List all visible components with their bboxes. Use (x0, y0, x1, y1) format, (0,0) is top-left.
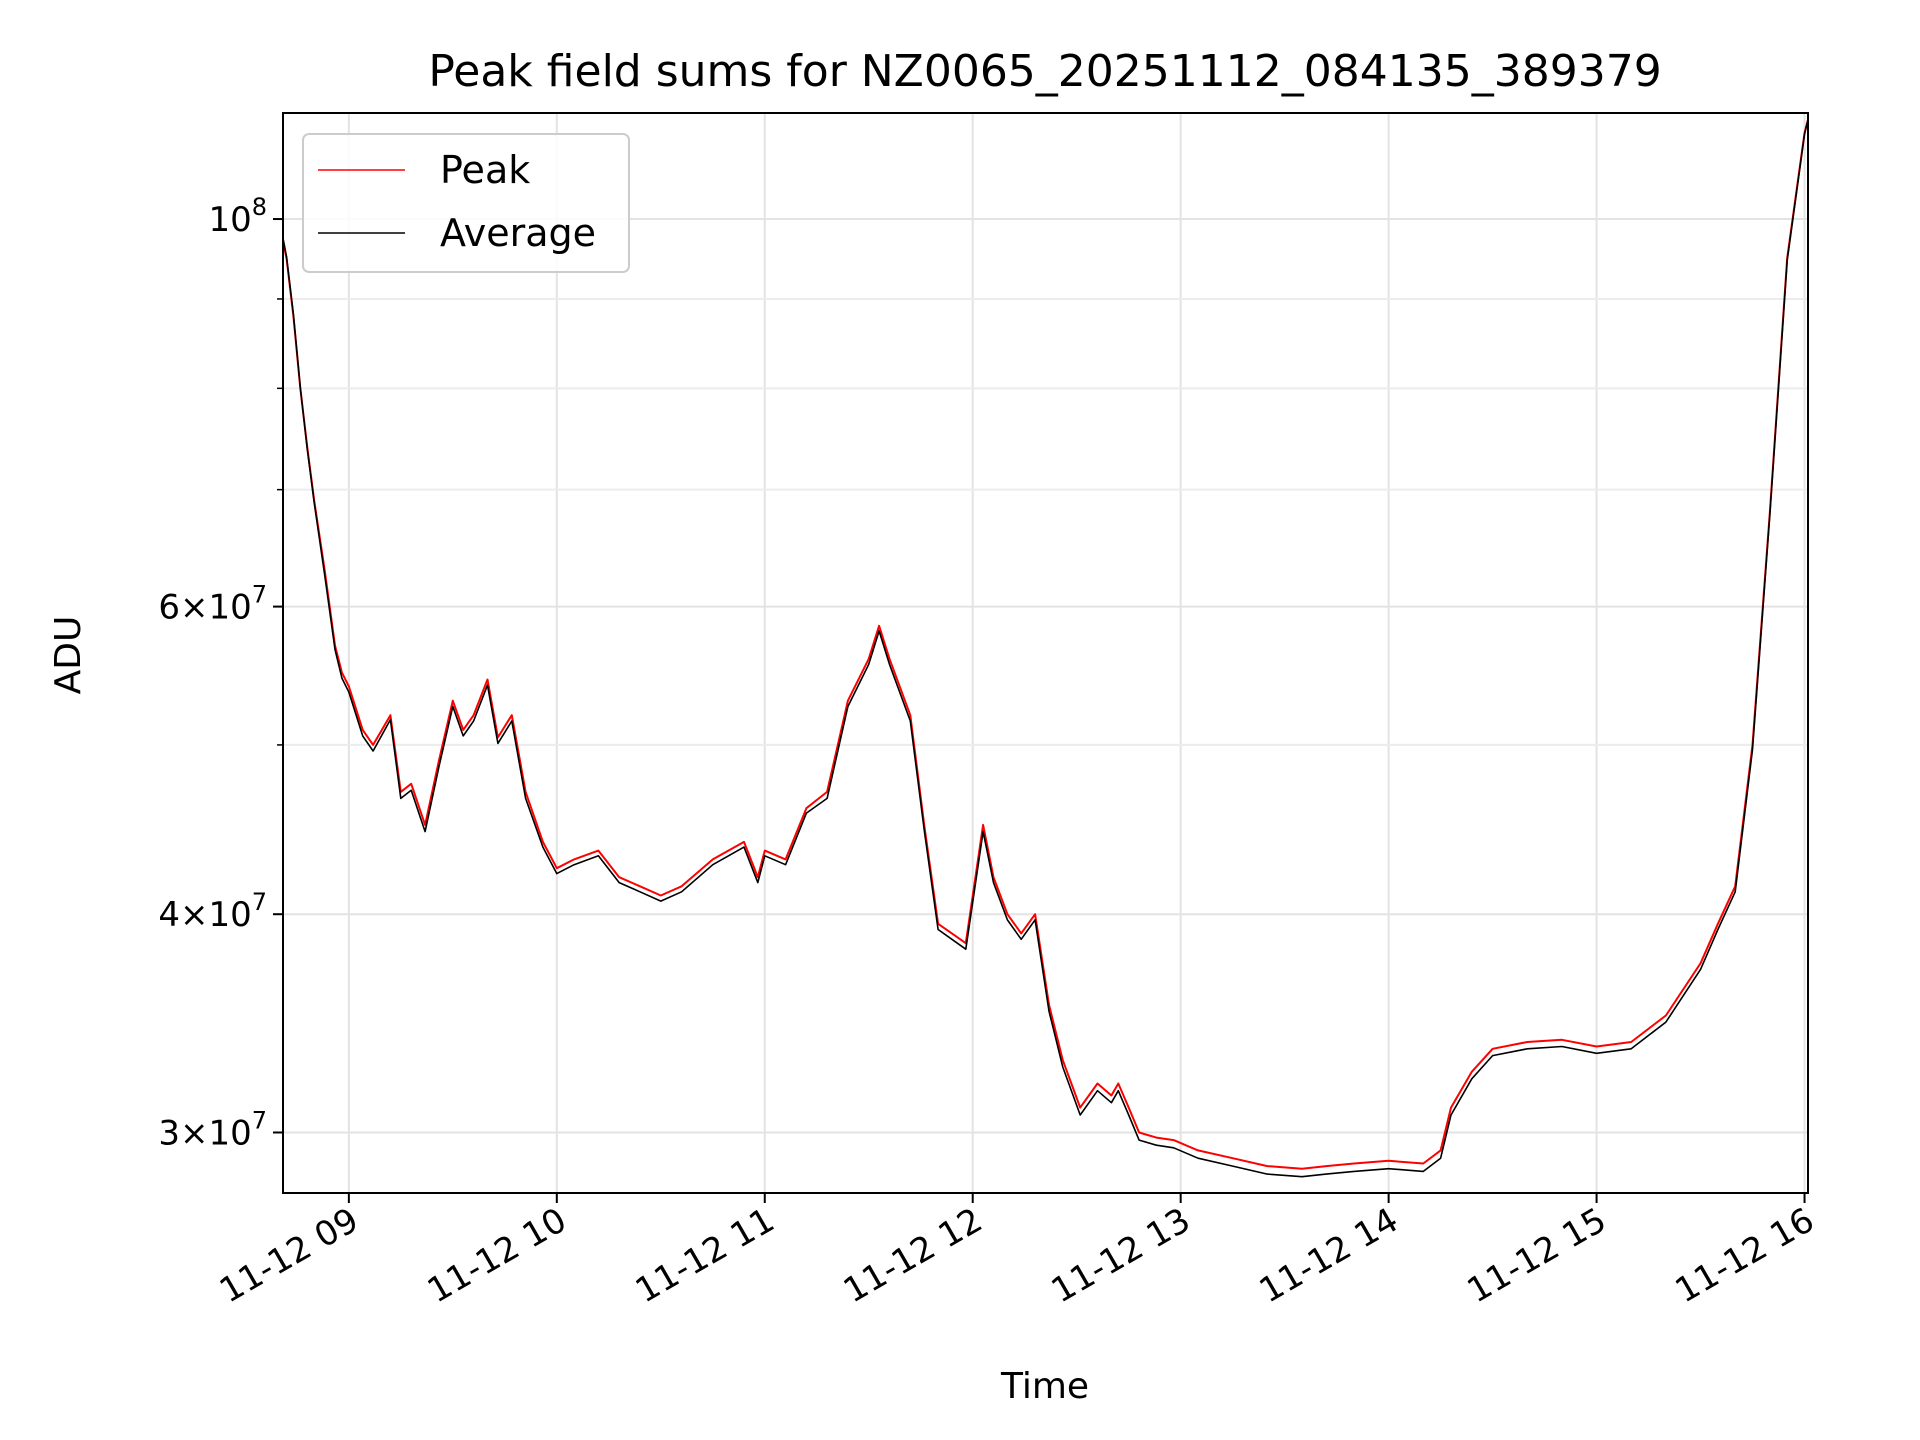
legend-label-average: Average (440, 211, 596, 255)
y-axis: 108 6×107 4×107 3×107 (158, 193, 283, 1153)
y-tick-label: 6×107 (158, 581, 267, 628)
plot-frame (282, 112, 1809, 1194)
series-line-average (282, 119, 1809, 1178)
legend-label-peak: Peak (440, 148, 530, 192)
x-tick-label: 11-12 16 (1669, 1200, 1821, 1311)
legend: Peak Average (302, 133, 630, 273)
series-line-peak (282, 119, 1809, 1170)
x-axis: 11-12 09 11-12 10 11-12 11 11-12 12 11-12 13… (213, 1193, 1821, 1311)
x-tick-label: 11-12 14 (1253, 1200, 1405, 1311)
x-tick-label: 11-12 11 (629, 1200, 781, 1311)
x-tick-label: 11-12 12 (837, 1200, 989, 1311)
x-tick-label: 11-12 13 (1045, 1200, 1197, 1311)
chart-title: Peak field sums for NZ0065_20251112_0841… (428, 46, 1661, 97)
x-tick-label: 11-12 10 (421, 1200, 573, 1311)
y-tick-label: 3×107 (158, 1106, 267, 1153)
legend-box (302, 133, 630, 273)
grid (283, 113, 1808, 1193)
y-tick-label: 4×107 (158, 888, 267, 935)
x-tick-label: 11-12 15 (1461, 1200, 1613, 1311)
x-axis-title: Time (1000, 1366, 1089, 1407)
y-axis-title: ADU (48, 616, 89, 695)
y-tick-label: 108 (208, 193, 267, 240)
series-lines (282, 119, 1809, 1178)
x-tick-label: 11-12 09 (213, 1200, 365, 1311)
